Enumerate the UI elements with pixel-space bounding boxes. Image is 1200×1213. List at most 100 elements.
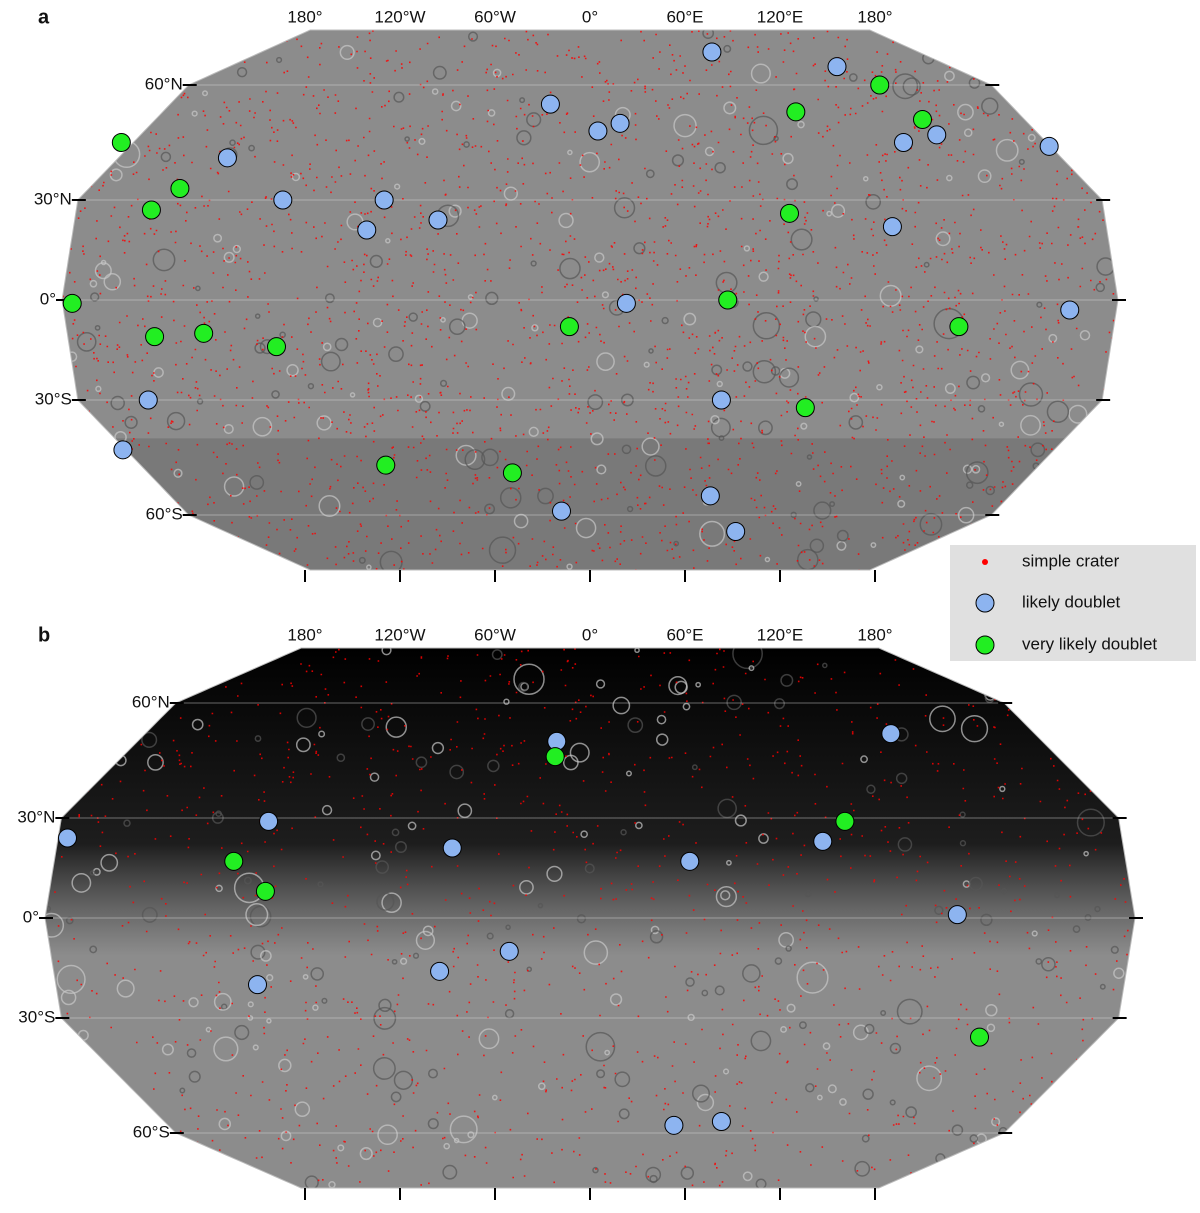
crater-shade: [1018, 382, 1044, 407]
crater-shade: [862, 1088, 874, 1100]
crater-shade: [896, 998, 923, 1025]
crater-shade: [1029, 34, 1047, 52]
crater-shade: [295, 737, 311, 753]
crater-shade: [596, 464, 607, 475]
crater-shade: [1067, 509, 1084, 527]
crater-shade: [95, 385, 102, 393]
crater-shade: [822, 662, 828, 669]
crater-shade: [720, 890, 731, 901]
crater-shade: [1070, 1066, 1077, 1072]
crater-shade: [1079, 329, 1091, 341]
crater-shade: [673, 113, 697, 138]
crater-shade: [717, 798, 737, 819]
crater-shade: [178, 1168, 193, 1183]
crater-shade: [336, 753, 346, 763]
crater-shade: [213, 233, 223, 243]
crater-shade: [296, 707, 317, 728]
very-likely-doublet: [913, 110, 932, 129]
crater-shade: [215, 810, 222, 817]
crater-shade: [188, 997, 199, 1008]
likely-doublet: [113, 440, 133, 460]
crater-shade: [1072, 925, 1081, 933]
crater-shade: [1010, 360, 1030, 380]
crater-shade: [742, 1171, 753, 1182]
crater-shade: [983, 1143, 990, 1150]
crater-shade: [601, 291, 609, 299]
crater-shade: [100, 853, 119, 872]
crater-shade: [266, 974, 274, 982]
crater-shade: [966, 375, 981, 390]
crater-shade: [198, 655, 216, 672]
likely-doublet: [711, 390, 731, 410]
crater-shade: [785, 945, 792, 952]
crater-shade: [234, 1024, 250, 1041]
very-likely-doublet: [786, 102, 806, 122]
crater-shade: [376, 892, 395, 911]
crater-shade: [377, 1124, 398, 1146]
crater-shade: [816, 1094, 823, 1101]
crater-shade: [748, 115, 779, 146]
crater-shade: [147, 753, 164, 771]
crater-shade: [393, 91, 405, 103]
crater-shade: [1032, 1107, 1042, 1118]
crater-shade: [1101, 1129, 1115, 1142]
likely-doublet: [58, 828, 77, 848]
very-likely-doublet: [255, 881, 275, 901]
crater-shade: [528, 426, 539, 437]
crater-shade: [827, 1084, 837, 1094]
crater-shade: [831, 203, 846, 218]
crater-shade: [641, 437, 660, 456]
crater-shade: [80, 1178, 95, 1188]
crater-shade: [100, 259, 107, 266]
crater-shade: [559, 257, 581, 280]
crater-shade: [443, 1142, 451, 1150]
crater-shade: [1125, 1022, 1135, 1035]
crater-shade: [915, 345, 924, 354]
likely-doublet: [680, 851, 700, 871]
crater-shade: [259, 949, 272, 962]
crater-shade: [723, 101, 737, 115]
very-likely-doublet: [145, 327, 165, 347]
crater-shade: [57, 707, 67, 717]
lat-tick-label: 0°: [23, 907, 39, 926]
crater-shade: [491, 1094, 498, 1101]
likely-doublet: [428, 210, 448, 230]
crater-shade: [1068, 404, 1088, 424]
crater-shade: [580, 830, 589, 839]
crater-shade: [531, 324, 539, 332]
crater-shade: [1084, 913, 1092, 921]
crater-shade: [394, 183, 401, 190]
crater-shade: [797, 120, 805, 129]
crater-shade: [1048, 662, 1058, 671]
crater-shade: [71, 872, 92, 893]
crater-shade: [569, 742, 590, 763]
crater-shade: [813, 296, 819, 302]
crater-shade: [951, 1167, 958, 1174]
crater-shade: [778, 367, 800, 388]
crater-shade: [467, 1131, 475, 1139]
very-likely-doublet: [111, 133, 131, 152]
crater-shade: [959, 840, 967, 847]
crater-shade: [969, 1134, 979, 1143]
crater-shade: [349, 392, 356, 398]
crater-shade: [650, 925, 660, 935]
crater-shade: [1027, 133, 1036, 142]
crater-shade: [90, 292, 100, 302]
crater-shade: [546, 865, 563, 882]
likely-doublet: [357, 220, 377, 240]
crater-shade: [110, 395, 125, 411]
likely-doublet: [664, 1115, 684, 1135]
crater-shade: [1035, 958, 1043, 965]
crater-shade: [944, 383, 956, 394]
crater-shade: [123, 819, 131, 827]
crater-shade: [627, 717, 644, 734]
likely-doublet: [947, 905, 967, 925]
crater-shade: [56, 964, 86, 995]
crater-shade: [782, 152, 794, 165]
crater-shade: [826, 210, 833, 217]
crater-shade: [919, 512, 943, 536]
crater-shade: [755, 1178, 767, 1188]
crater-shade: [960, 715, 989, 743]
crater-shade: [320, 351, 341, 372]
crater-shade: [1041, 956, 1056, 972]
